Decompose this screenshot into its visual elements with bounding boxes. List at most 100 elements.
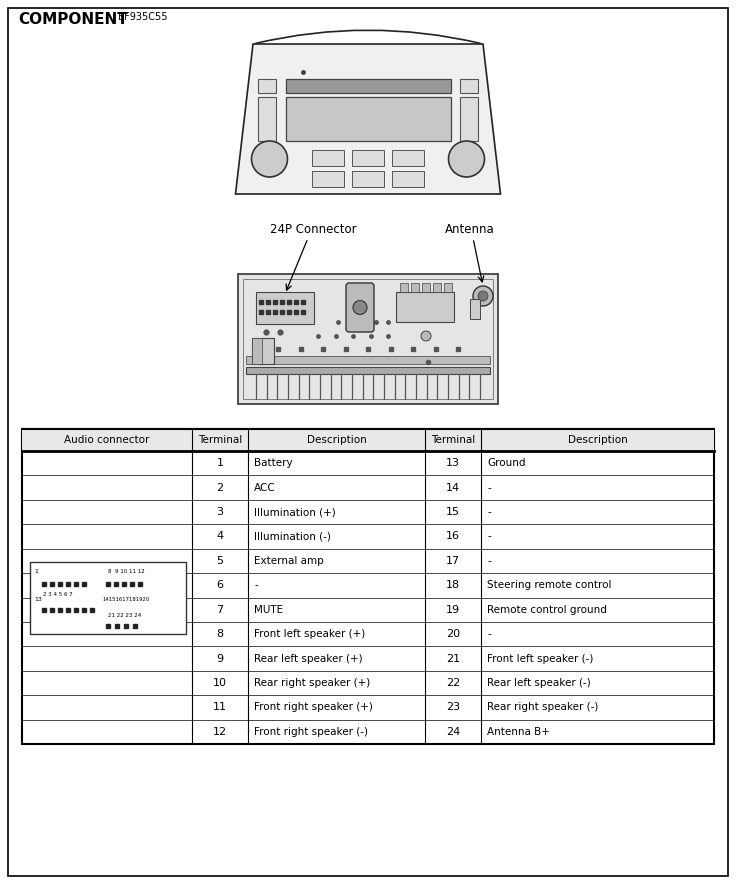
Text: 6: 6 (216, 580, 224, 591)
Text: 7: 7 (216, 605, 224, 614)
Text: 19: 19 (446, 605, 460, 614)
Bar (246, 367, 490, 374)
Text: Ground: Ground (487, 458, 526, 469)
Text: 14151617181920: 14151617181920 (103, 597, 150, 602)
Bar (286, 79, 450, 93)
Text: MUTE: MUTE (254, 605, 283, 614)
Text: 5: 5 (216, 556, 224, 566)
Bar (392, 171, 424, 187)
Bar (312, 171, 344, 187)
Circle shape (252, 141, 288, 177)
Text: 9: 9 (216, 653, 224, 664)
Text: 12: 12 (213, 727, 227, 736)
Text: 14: 14 (446, 483, 460, 492)
Text: 23: 23 (446, 703, 460, 713)
Bar (238, 274, 498, 404)
Text: COMPONENT: COMPONENT (18, 12, 128, 27)
Text: 10: 10 (213, 678, 227, 688)
Text: Description: Description (307, 435, 367, 445)
Text: Description: Description (568, 435, 628, 445)
Text: 15: 15 (446, 507, 460, 517)
Bar (444, 283, 452, 292)
Circle shape (421, 331, 431, 341)
Text: EF935C55: EF935C55 (118, 12, 168, 22)
Text: Rear right speaker (+): Rear right speaker (+) (254, 678, 370, 688)
Text: Rear right speaker (-): Rear right speaker (-) (487, 703, 599, 713)
Circle shape (448, 141, 484, 177)
Bar (243, 279, 493, 399)
Text: Illumination (-): Illumination (-) (254, 531, 331, 542)
Bar (460, 97, 478, 141)
Text: -: - (487, 531, 491, 542)
Bar (286, 97, 450, 141)
Text: -: - (487, 483, 491, 492)
Circle shape (353, 301, 367, 315)
Text: Front right speaker (-): Front right speaker (-) (254, 727, 368, 736)
Text: 2: 2 (216, 483, 224, 492)
Bar (392, 150, 424, 166)
FancyBboxPatch shape (346, 283, 374, 332)
Circle shape (473, 286, 493, 306)
Text: 18: 18 (446, 580, 460, 591)
Text: Battery: Battery (254, 458, 293, 469)
Text: Audio connector: Audio connector (64, 435, 149, 445)
Text: ACC: ACC (254, 483, 276, 492)
Text: Rear left speaker (+): Rear left speaker (+) (254, 653, 363, 664)
Text: 13: 13 (446, 458, 460, 469)
Text: Rear left speaker (-): Rear left speaker (-) (487, 678, 591, 688)
Bar (30, 561, 185, 634)
Text: External amp: External amp (254, 556, 324, 566)
Text: -: - (487, 556, 491, 566)
Bar (470, 299, 480, 319)
Bar (246, 356, 490, 364)
Text: Terminal: Terminal (431, 435, 475, 445)
Text: 8: 8 (216, 629, 224, 639)
Text: 8  9 10 11 12: 8 9 10 11 12 (107, 569, 144, 574)
Text: Remote control ground: Remote control ground (487, 605, 607, 614)
Text: Terminal: Terminal (198, 435, 242, 445)
Bar (258, 79, 276, 93)
Bar (460, 79, 478, 93)
Polygon shape (236, 44, 500, 194)
Bar (252, 338, 274, 364)
Text: 21: 21 (446, 653, 460, 664)
Text: 21 22 23 24: 21 22 23 24 (107, 613, 141, 618)
Text: Front left speaker (+): Front left speaker (+) (254, 629, 366, 639)
Text: 4: 4 (216, 531, 224, 542)
Text: Illumination (+): Illumination (+) (254, 507, 336, 517)
Text: -: - (487, 507, 491, 517)
Text: Front left speaker (-): Front left speaker (-) (487, 653, 594, 664)
Bar (422, 283, 430, 292)
Text: Steering remote control: Steering remote control (487, 580, 612, 591)
Text: 24: 24 (446, 727, 460, 736)
Bar (22, 429, 714, 451)
Text: 11: 11 (213, 703, 227, 713)
Text: 22: 22 (446, 678, 460, 688)
Text: 3: 3 (216, 507, 224, 517)
Text: 17: 17 (446, 556, 460, 566)
Text: Front right speaker (+): Front right speaker (+) (254, 703, 373, 713)
Text: -: - (487, 629, 491, 639)
Text: ETRF010D: ETRF010D (659, 736, 710, 746)
Bar (312, 150, 344, 166)
Bar (352, 150, 384, 166)
Bar (252, 338, 262, 364)
Text: 16: 16 (446, 531, 460, 542)
Text: 13: 13 (34, 597, 42, 602)
Text: -: - (254, 580, 258, 591)
Text: 24P Connector: 24P Connector (270, 223, 357, 236)
Bar (258, 97, 276, 141)
Bar (256, 292, 314, 324)
Bar (22, 429, 714, 744)
Text: 2 3 4 5 6 7: 2 3 4 5 6 7 (43, 592, 73, 598)
Bar (396, 292, 454, 322)
Bar (411, 283, 419, 292)
Bar (400, 283, 408, 292)
Bar (352, 171, 384, 187)
Text: 20: 20 (446, 629, 460, 639)
Text: 1: 1 (216, 458, 224, 469)
Text: 1: 1 (34, 569, 38, 574)
Text: Antenna: Antenna (445, 223, 495, 236)
Bar (433, 283, 441, 292)
Text: Antenna B+: Antenna B+ (487, 727, 551, 736)
